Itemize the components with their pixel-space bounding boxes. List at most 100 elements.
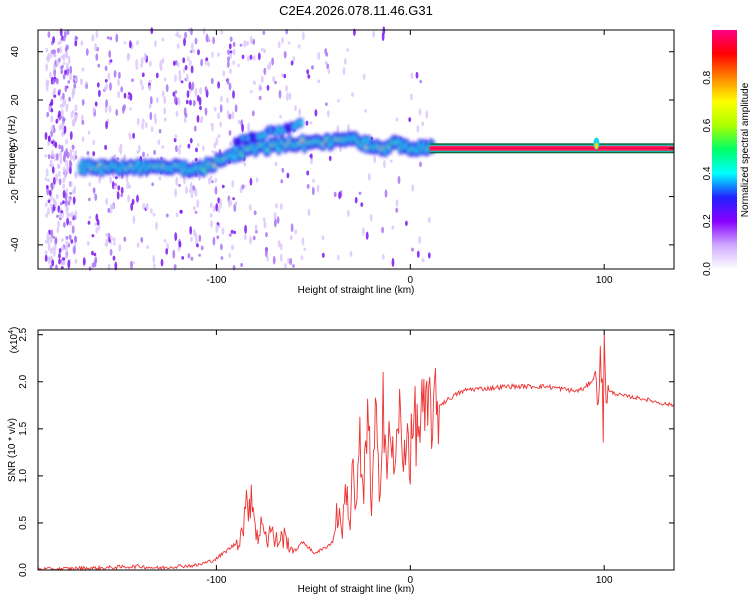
- noise-blob: [160, 156, 163, 160]
- noise-blob: [136, 242, 140, 248]
- noise-blob: [217, 112, 221, 120]
- noise-blob: [160, 258, 164, 267]
- noise-blob: [306, 184, 310, 189]
- noise-blob: [64, 199, 68, 207]
- noise-blob: [127, 194, 130, 203]
- noise-blob: [127, 92, 131, 96]
- noise-blob: [50, 108, 54, 113]
- noise-blob: [176, 62, 180, 68]
- noise-blob: [120, 186, 124, 195]
- noise-blob: [199, 87, 203, 95]
- noise-blob: [346, 48, 350, 52]
- noise-blob: [196, 115, 200, 123]
- noise-blob: [51, 259, 55, 267]
- noise-blob: [64, 69, 67, 76]
- noise-blob: [306, 170, 310, 176]
- noise-blob: [298, 108, 302, 116]
- noise-blob: [69, 65, 73, 74]
- noise-blob: [86, 151, 90, 155]
- noise-blob: [189, 181, 193, 191]
- noise-blob: [268, 61, 272, 70]
- noise-blob: [47, 243, 51, 252]
- noise-blob: [279, 243, 283, 251]
- noise-blob: [128, 132, 132, 137]
- noise-blob: [158, 176, 162, 181]
- noise-blob: [57, 205, 61, 213]
- spectrogram-y-label: Frequency (Hz): [7, 116, 18, 185]
- noise-blob: [73, 83, 77, 89]
- noise-blob: [56, 214, 59, 218]
- noise-blob: [92, 139, 96, 146]
- noise-blob: [65, 245, 68, 254]
- noise-blob: [117, 90, 120, 99]
- noise-blob: [418, 235, 421, 245]
- noise-blob: [232, 90, 235, 99]
- noise-blob: [65, 188, 69, 194]
- noise-blob: [59, 150, 62, 159]
- y-tick-label: 20: [10, 94, 21, 106]
- noise-blob: [128, 184, 132, 189]
- noise-blob: [87, 220, 91, 225]
- noise-blob: [190, 189, 194, 199]
- noise-blob: [209, 175, 213, 181]
- noise-blob: [210, 77, 214, 85]
- noise-blob: [93, 259, 97, 268]
- noise-blob: [81, 114, 84, 121]
- noise-blob: [60, 210, 64, 214]
- noise-blob: [49, 71, 52, 79]
- noise-blob: [112, 255, 116, 261]
- noise-blob: [358, 191, 362, 195]
- noise-blob: [204, 107, 208, 116]
- noise-blob: [131, 78, 134, 83]
- noise-blob: [200, 245, 204, 251]
- noise-blob: [59, 46, 63, 54]
- noise-blob: [62, 177, 66, 184]
- noise-blob: [312, 178, 315, 183]
- noise-blob: [184, 65, 188, 71]
- colorbar-tick-label: 0.8: [702, 70, 713, 84]
- noise-blob: [283, 50, 287, 59]
- noise-blob: [175, 176, 179, 186]
- noise-blob: [172, 60, 176, 66]
- noise-blob: [49, 159, 53, 168]
- noise-blob: [113, 185, 117, 189]
- noise-blob: [362, 227, 365, 236]
- noise-blob: [55, 193, 59, 200]
- noise-blob: [302, 31, 305, 40]
- noise-blob: [47, 207, 50, 215]
- noise-blob: [161, 90, 165, 98]
- noise-blob: [62, 62, 66, 65]
- noise-blob: [289, 258, 293, 266]
- noise-blob: [105, 120, 108, 130]
- noise-blob: [56, 78, 59, 85]
- noise-blob: [85, 48, 89, 56]
- noise-blob: [337, 99, 340, 103]
- noise-blob: [207, 61, 211, 67]
- noise-blob: [306, 69, 310, 75]
- spectrogram-x-label: Height of straight line (km): [298, 285, 415, 296]
- noise-blob: [141, 122, 145, 130]
- noise-blob: [397, 175, 401, 185]
- spectrogram-ridge: [77, 117, 436, 178]
- noise-blob: [200, 115, 204, 123]
- noise-blob: [178, 70, 182, 76]
- noise-blob: [217, 52, 220, 57]
- noise-blob: [338, 191, 341, 200]
- noise-blob: [105, 99, 108, 108]
- noise-blob: [411, 247, 414, 252]
- noise-blob: [212, 36, 216, 45]
- noise-blob: [228, 43, 232, 50]
- noise-blob: [212, 236, 216, 246]
- noise-blob: [68, 96, 71, 102]
- noise-blob: [279, 253, 283, 262]
- noise-blob: [44, 254, 48, 262]
- noise-blob: [163, 117, 167, 122]
- noise-blob: [176, 31, 180, 37]
- noise-blob: [333, 191, 337, 198]
- noise-blob: [290, 223, 294, 233]
- noise-blob: [262, 30, 266, 35]
- noise-blob: [60, 108, 64, 118]
- noise-blob: [44, 132, 48, 140]
- noise-blob: [118, 71, 121, 79]
